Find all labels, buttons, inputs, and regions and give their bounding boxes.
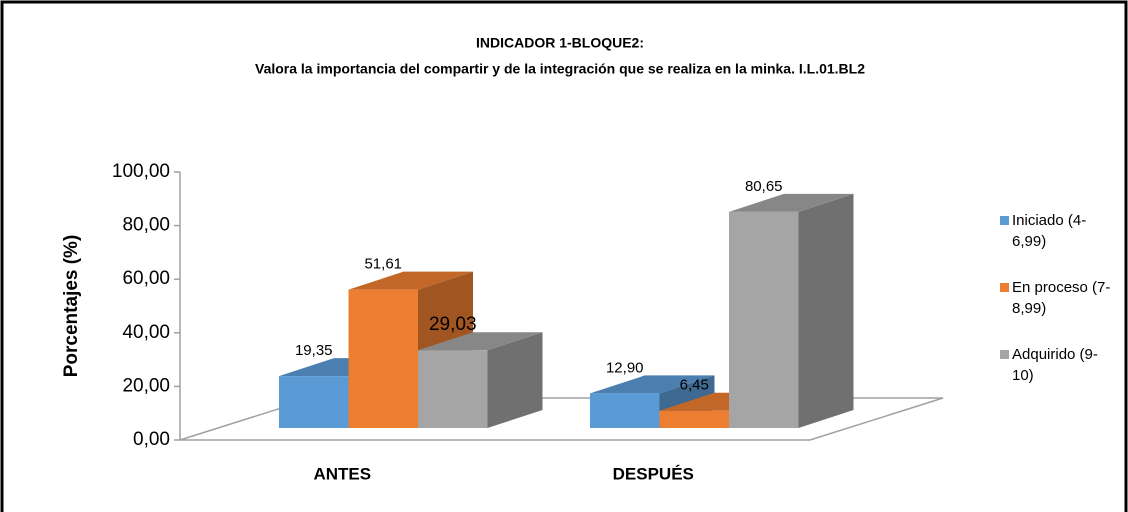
floor — [179, 397, 944, 441]
value-label: 80,65 — [745, 178, 783, 195]
legend-label: Adquirido (9-10) — [1012, 346, 1098, 384]
bar-front — [590, 393, 660, 428]
y-tick-label: 40,00 — [122, 322, 170, 343]
legend-swatch — [1000, 216, 1009, 225]
bar-front — [279, 376, 349, 428]
y-tick-label: 20,00 — [122, 375, 170, 396]
y-axis-title: Porcentajes (%) — [61, 235, 82, 378]
x-tick-label: DESPUÉS — [613, 464, 694, 483]
bar-top — [348, 271, 473, 290]
bar-front — [729, 211, 799, 428]
legend-swatch — [1000, 283, 1009, 292]
bar — [418, 332, 543, 428]
chart-title: INDICADOR 1-BLOQUE2: — [476, 35, 644, 51]
value-label: 51,61 — [364, 256, 402, 273]
value-label: 6,45 — [680, 377, 709, 394]
bar-side — [487, 332, 543, 428]
legend-label: Iniciado (4-6,99) — [1012, 212, 1087, 250]
bar-top — [590, 375, 715, 394]
x-tick-label: ANTES — [313, 464, 371, 483]
y-tick-label: 60,00 — [122, 268, 170, 289]
value-label: 19,35 — [295, 342, 333, 359]
legend-swatch — [1000, 350, 1009, 359]
bar-front — [348, 289, 418, 428]
bar-front — [659, 410, 729, 428]
y-tick-label: 100,00 — [112, 161, 170, 182]
value-label: 29,03 — [429, 314, 477, 335]
bar-top — [418, 332, 543, 351]
bar-side — [798, 193, 854, 428]
y-tick-label: 80,00 — [122, 215, 170, 236]
value-label: 12,90 — [606, 359, 644, 376]
y-tick-label: 0,00 — [133, 429, 170, 450]
chart-subtitle: Valora la importancia del compartir y de… — [255, 61, 865, 77]
legend-label: En proceso (7-8,99) — [1012, 279, 1111, 317]
bar-top — [729, 193, 854, 212]
bar — [729, 193, 854, 428]
bar-front — [418, 350, 488, 428]
